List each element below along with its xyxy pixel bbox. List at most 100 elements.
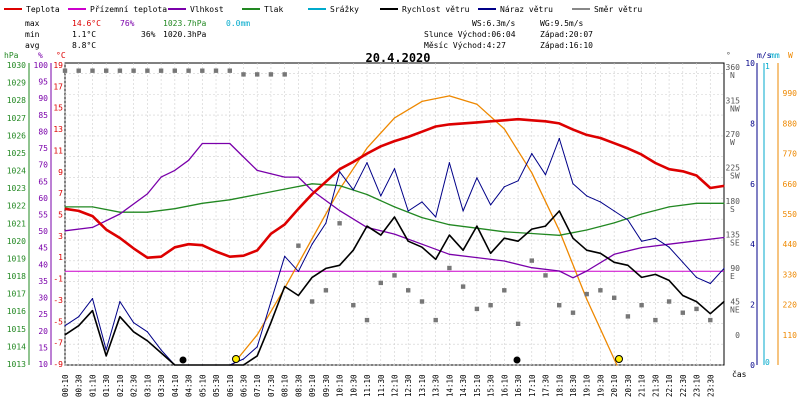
point-solar-12	[558, 229, 560, 232]
c-tick-10: -1	[53, 275, 63, 284]
point-teplota-28	[448, 123, 450, 125]
c-tick-2: 15	[53, 104, 63, 113]
point-rychlost-větru-18	[311, 276, 313, 278]
point-teplota-44	[668, 168, 670, 170]
point-teplota-9	[188, 243, 190, 245]
point-vlhkost-10	[242, 156, 245, 158]
unit-w: W	[788, 51, 793, 60]
stats-min-label: min	[25, 30, 40, 39]
point-teplota-22	[366, 153, 368, 155]
point-náraz-větru-25	[407, 210, 409, 212]
deg-tick-7: 45	[730, 298, 740, 307]
hpa-tick-8: 1022	[7, 202, 26, 211]
point-tlak-23	[695, 202, 698, 204]
point-teplota-41	[627, 147, 629, 149]
c-tick-14: -9	[53, 360, 63, 369]
deg-tick-8: 0	[735, 331, 740, 340]
point-tlak-0	[64, 206, 66, 208]
info-moon-rise: Měsíc Východ:4:27	[424, 41, 506, 50]
point-teplota-21	[352, 161, 354, 163]
point-vlhkost-12	[270, 173, 272, 175]
hpa-tick-14: 1016	[7, 307, 26, 316]
x-tick-17: 08:30	[294, 374, 303, 397]
x-tick-0: 00:10	[61, 374, 70, 397]
point-rychlost-větru-17	[297, 294, 299, 297]
ms-tick-0: 10	[745, 59, 755, 68]
x-tick-37: 18:30	[569, 374, 578, 397]
wind-dir-point-38	[584, 291, 589, 297]
point-rychlost-větru-31	[490, 252, 492, 254]
point-teplota-27	[435, 125, 437, 128]
point-teplota-13	[242, 255, 245, 257]
point-náraz-větru-16	[284, 255, 286, 257]
point-rychlost-větru-21	[352, 249, 354, 251]
x-tick-31: 15:30	[487, 374, 496, 397]
point-náraz-větru-45	[682, 261, 684, 263]
point-vlhkost-8	[215, 142, 217, 145]
x-tick-16: 08:10	[281, 374, 290, 397]
info-ws: WS:6.3m/s	[472, 19, 516, 28]
point-tlak-21	[641, 213, 643, 215]
point-rychlost-větru-5	[133, 331, 135, 333]
c-tick-0: 19	[53, 61, 63, 70]
x-tick-4: 02:10	[116, 374, 125, 397]
point-solar-1	[256, 334, 258, 336]
c-tick-6: 7	[58, 189, 63, 198]
point-náraz-větru-46	[695, 276, 698, 278]
point-solar-14	[616, 364, 618, 366]
pct-tick-6: 70	[38, 161, 48, 170]
x-tick-15: 07:30	[267, 374, 276, 397]
x-tick-36: 18:10	[555, 374, 564, 397]
pct-tick-14: 30	[38, 294, 48, 303]
pct-tick-9: 55	[38, 211, 48, 220]
point-vlhkost-30	[695, 240, 698, 242]
point-vlhkost-24	[558, 270, 560, 272]
legend-label-0: Teplota	[26, 5, 60, 14]
wind-dir-point-31	[488, 303, 493, 308]
hpa-tick-17: 1013	[7, 360, 26, 369]
deg-tick-6: 90	[730, 264, 740, 273]
point-rychlost-větru-14	[256, 355, 258, 357]
point-vlhkost-22	[503, 260, 505, 262]
point-náraz-větru-34	[531, 153, 533, 155]
ms-tick-1: 8	[750, 119, 755, 128]
w-tick-0: 990	[783, 89, 798, 98]
c-tick-12: -5	[53, 317, 63, 326]
point-tlak-7	[256, 193, 258, 196]
dir-tick-1: NW	[730, 105, 740, 114]
wind-dir-point-14	[255, 72, 260, 77]
point-náraz-větru-48	[723, 267, 725, 269]
x-tick-10: 05:10	[198, 374, 207, 397]
c-tick-5: 9	[58, 168, 63, 177]
point-tlak-17	[531, 232, 533, 235]
w-tick-2: 770	[783, 150, 798, 159]
x-tick-47: 23:30	[706, 374, 715, 397]
stats-max-rain: 0.0mm	[226, 19, 250, 28]
point-rychlost-větru-12	[229, 364, 231, 366]
point-vlhkost-21	[476, 257, 478, 259]
wind-dir-point-44	[666, 299, 672, 304]
c-tick-8: 3	[58, 232, 63, 241]
point-teplota-17	[297, 208, 299, 210]
x-tick-26: 13:10	[418, 374, 427, 397]
point-teplota-39	[599, 137, 602, 139]
hpa-tick-13: 1017	[7, 290, 26, 299]
c-tick-7: 5	[58, 211, 63, 220]
ms-tick-4: 2	[750, 301, 755, 310]
point-teplota-15	[270, 233, 272, 235]
point-rychlost-větru-15	[270, 322, 272, 324]
point-teplota-48	[723, 185, 725, 187]
x-tick-19: 09:30	[322, 374, 331, 397]
stats-min-hum: 36%	[141, 30, 156, 39]
point-rychlost-větru-46	[695, 301, 698, 303]
point-rychlost-větru-44	[668, 279, 670, 281]
point-rychlost-větru-19	[325, 267, 327, 269]
point-vlhkost-1	[91, 226, 94, 228]
pct-tick-7: 65	[38, 177, 48, 186]
legend-label-2: Vlhkost	[190, 5, 224, 14]
point-vlhkost-19	[421, 243, 423, 245]
series-vlhkost	[64, 142, 725, 279]
ms-tick-2: 6	[750, 180, 755, 189]
x-tick-29: 14:30	[459, 374, 468, 397]
point-tlak-11	[366, 193, 368, 196]
